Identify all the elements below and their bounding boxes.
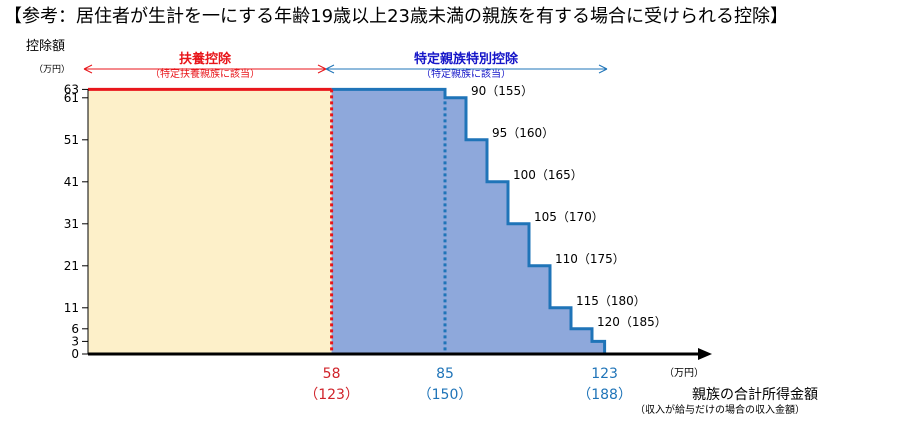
x-marker-value: 123 xyxy=(591,366,618,382)
x-marker-sub: （150） xyxy=(418,387,473,403)
x-axis-arrow xyxy=(698,348,712,360)
y-tick-label: 6 xyxy=(71,322,79,336)
step-label: 90（155） xyxy=(471,84,533,98)
step-label: 120（185） xyxy=(597,315,667,329)
dependent-arrow-right xyxy=(317,64,327,74)
x-unit: （万円） xyxy=(664,367,704,379)
y-tick-label: 3 xyxy=(71,334,79,348)
x-axis-label: 親族の合計所得金額 xyxy=(692,386,818,403)
x-axis-note: （収入が給与だけの場合の収入金額） xyxy=(635,403,805,416)
y-tick-label: 11 xyxy=(64,301,79,315)
step-label: 95（160） xyxy=(492,126,554,140)
y-tick-label: 51 xyxy=(64,133,79,147)
dependent-note: （特定扶養親族に該当） xyxy=(150,67,260,80)
step-label: 115（180） xyxy=(576,294,646,308)
y-tick-label: 31 xyxy=(64,217,79,231)
specified-arrow-right xyxy=(598,64,608,74)
x-marker-sub: （188） xyxy=(577,387,632,403)
y-axis-label: 控除額 xyxy=(26,39,65,54)
y-tick-label: 61 xyxy=(64,91,79,105)
specified-note: （特定親族に該当） xyxy=(421,67,511,80)
x-marker-value: 85 xyxy=(436,366,454,382)
step-label: 105（170） xyxy=(534,210,604,224)
step-label: 110（175） xyxy=(555,252,625,266)
region-fill-dependent xyxy=(88,89,332,355)
dependent-title: 扶養控除 xyxy=(179,51,232,67)
y-tick-label: 63 xyxy=(64,82,79,96)
y-tick-label: 21 xyxy=(64,259,79,273)
x-marker-sub: （123） xyxy=(304,387,359,403)
region-fill-specified xyxy=(331,89,630,355)
dependent-arrow-left xyxy=(83,64,93,74)
page-title: 【参考：居住者が生計を一にする年齢19歳以上23歳未満の親族を有する場合に受けら… xyxy=(4,6,788,27)
y-unit: （万円） xyxy=(34,64,70,75)
step-line xyxy=(331,87,630,356)
x-marker-value: 58 xyxy=(323,366,341,382)
specified-title: 特定親族特別控除 xyxy=(414,51,519,67)
y-tick-label: 41 xyxy=(64,175,79,189)
specified-arrow-left xyxy=(325,64,335,74)
step-label: 100（165） xyxy=(513,168,583,182)
y-tick-label: 0 xyxy=(71,347,79,361)
